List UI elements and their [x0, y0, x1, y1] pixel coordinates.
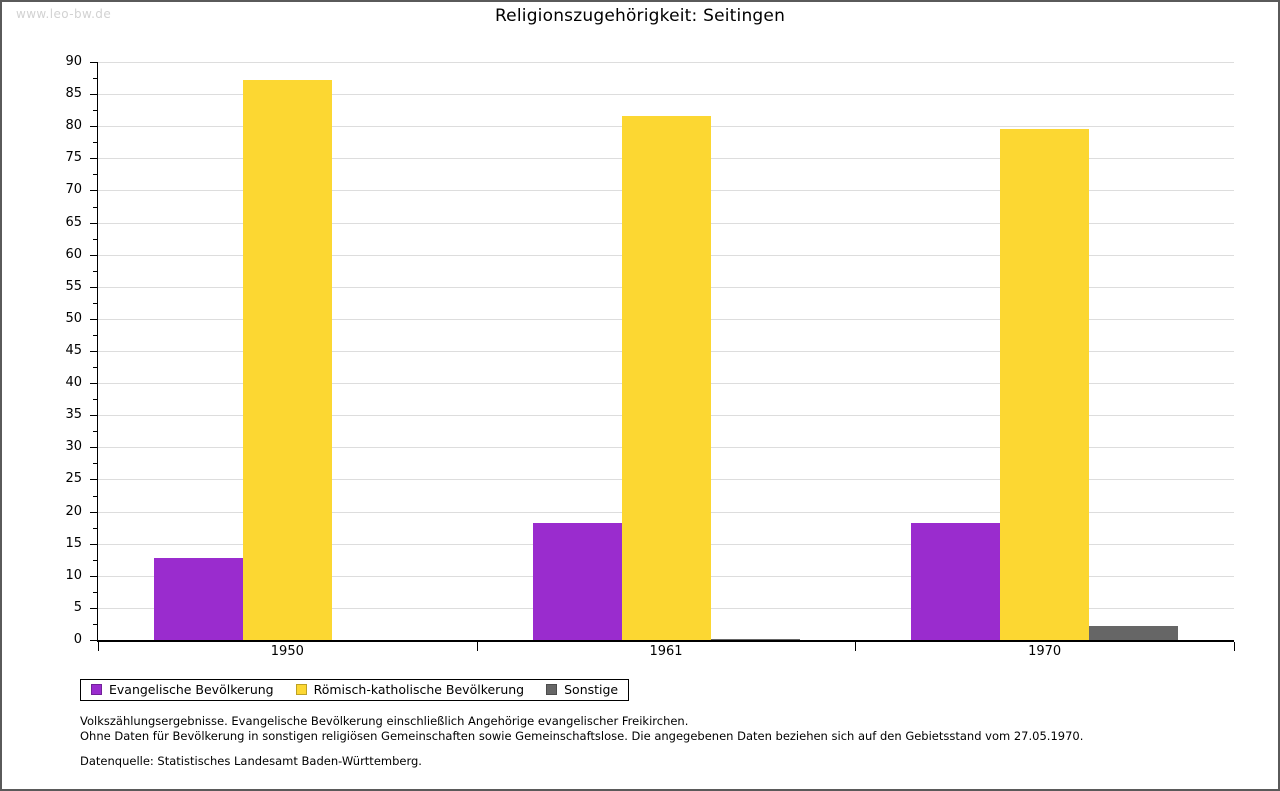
y-axis-tick [90, 318, 98, 320]
legend-item[interactable]: Römisch-katholische Bevölkerung [295, 682, 525, 697]
y-axis-tick-label: 55 [65, 278, 82, 294]
x-axis-tick [98, 642, 99, 651]
y-axis-tick-label: 20 [65, 503, 82, 519]
bar[interactable] [621, 115, 711, 640]
y-axis-minor-tick [93, 399, 98, 401]
y-axis-tick [90, 415, 98, 417]
y-axis-tick-label: 5 [73, 599, 82, 615]
bar[interactable] [1000, 129, 1090, 640]
y-axis-tick-label: 85 [65, 86, 82, 102]
y-axis-minor-tick [93, 527, 98, 529]
x-axis-line [98, 640, 1234, 642]
y-axis-minor-tick [93, 270, 98, 272]
bar[interactable] [1089, 625, 1179, 640]
x-axis-tick [476, 642, 478, 651]
footnote-line-2: Ohne Daten für Bevölkerung in sonstigen … [80, 729, 1084, 743]
y-axis-minor-tick [93, 110, 98, 112]
plot-area [98, 62, 1234, 640]
y-axis-tick [90, 543, 98, 545]
y-axis-tick [90, 511, 98, 513]
y-axis-tick-label: 45 [65, 343, 82, 358]
legend-item[interactable]: Sonstige [546, 682, 618, 697]
y-axis-tick [90, 575, 98, 577]
y-axis-tick [90, 286, 98, 288]
y-axis-tick [90, 158, 98, 160]
legend-swatch-icon [91, 684, 102, 695]
x-axis-tick-label: 1970 [1028, 644, 1062, 659]
legend-swatch-icon [295, 684, 307, 695]
y-axis-minor-tick [93, 623, 98, 625]
legend-swatch-icon [546, 684, 558, 695]
y-axis-tick-label: 15 [65, 535, 82, 551]
page-title: Religionszugehörigkeit: Seitingen [494, 6, 786, 26]
y-axis-tick-label: 60 [65, 246, 82, 262]
y-axis-minor-tick [93, 559, 98, 561]
legend-item[interactable]: Evangelische Bevölkerung [91, 682, 274, 697]
y-axis-minor-tick [93, 431, 98, 433]
data-source-line: Datenquelle: Statistisches Landesamt Bad… [80, 754, 422, 768]
legend-label: Römisch-katholische Bevölkerung [313, 682, 525, 697]
y-axis-tick [90, 351, 98, 352]
footnote-line-1: Volkszählungsergebnisse. Evangelische Be… [80, 714, 689, 728]
y-axis-tick-label: 80 [65, 118, 82, 134]
y-axis-minor-tick [93, 142, 98, 144]
y-axis-tick [90, 254, 98, 256]
y-axis-minor-tick [93, 495, 98, 497]
y-axis-tick-label: 0 [73, 632, 82, 647]
y-axis-tick [90, 94, 98, 96]
y-axis-tick-label: 90 [65, 54, 82, 69]
legend-label: Sonstige [564, 682, 619, 697]
y-axis-minor-tick [93, 238, 98, 240]
bar[interactable] [242, 79, 332, 640]
bar[interactable] [911, 523, 1001, 640]
x-axis-tick-label: 1950 [270, 644, 304, 659]
bar[interactable] [710, 638, 800, 640]
y-axis-line [97, 62, 98, 642]
y-axis-minor-tick [93, 302, 98, 304]
y-axis-minor-tick [93, 174, 98, 176]
y-axis-tick [90, 607, 98, 609]
y-axis-tick-label: 25 [65, 471, 82, 487]
gridline [98, 62, 1234, 63]
x-axis-tick [855, 642, 857, 651]
y-axis-tick-label: 30 [65, 439, 82, 455]
x-axis-tick [1234, 642, 1235, 651]
y-axis-minor-tick [93, 206, 98, 208]
y-axis-tick [90, 479, 98, 481]
y-axis-tick-label: 65 [65, 214, 82, 230]
bar[interactable] [153, 557, 243, 640]
legend-label: Evangelische Bevölkerung [109, 682, 274, 697]
bar[interactable] [532, 523, 622, 640]
y-axis-minor-tick [93, 463, 98, 465]
footnotes: Volkszählungsergebnisse. Evangelische Be… [80, 714, 1220, 744]
gridline [98, 94, 1234, 96]
y-axis-tick [90, 126, 98, 128]
y-axis-tick-label: 50 [65, 310, 82, 326]
y-axis-tick-label: 40 [65, 375, 82, 391]
y-axis-minor-tick [93, 591, 98, 593]
y-axis-tick-label: 10 [65, 567, 82, 583]
y-axis-minor-tick [93, 367, 98, 369]
y-axis-minor-tick [93, 78, 98, 80]
x-axis-tick-label: 1961 [649, 644, 683, 659]
y-axis-tick [90, 383, 98, 385]
legend: Evangelische Bevölkerung Römisch-katholis… [80, 679, 630, 701]
y-axis-tick-label: 75 [65, 150, 82, 166]
y-axis-minor-tick [93, 334, 98, 336]
y-axis-tick [90, 190, 98, 192]
watermark-text: www.leo-bw.de [16, 7, 112, 21]
y-axis-tick [90, 62, 98, 63]
y-axis-tick-label: 35 [65, 407, 82, 423]
y-axis-tick [90, 640, 98, 641]
y-axis-tick-label: 70 [65, 182, 82, 198]
y-axis-tick [90, 447, 98, 449]
y-axis-tick [90, 222, 98, 224]
